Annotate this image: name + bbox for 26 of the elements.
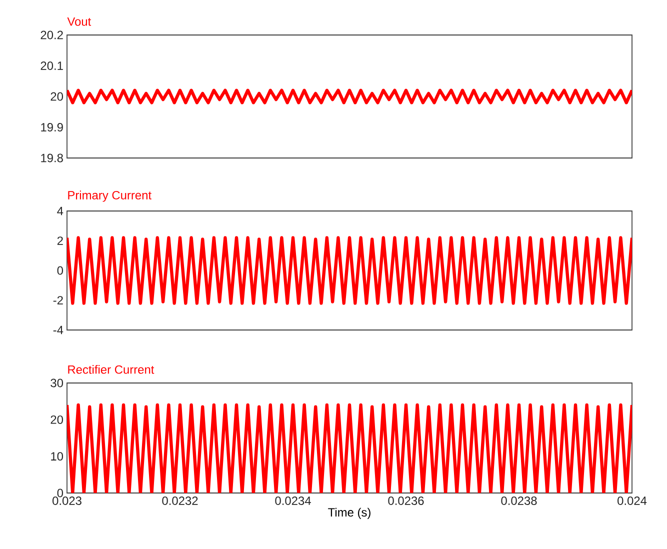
- y-tick-label: 19.8: [41, 154, 63, 162]
- y-tick-label: 20.2: [40, 30, 63, 40]
- x-tick-label: 0.0236: [388, 496, 424, 505]
- x-tick-label: 0.0234: [275, 496, 311, 505]
- line-series: [67, 236, 632, 305]
- y-tick-label: 0: [57, 488, 64, 498]
- y-tick-label: 2: [57, 236, 63, 245]
- y-tick-label: 30: [50, 378, 64, 388]
- x-axis-title: Time (s): [328, 508, 370, 519]
- y-tick-label: 0: [57, 266, 64, 275]
- y-tick-label: 20: [50, 92, 64, 101]
- y-tick-label: -2: [53, 296, 63, 304]
- y-tick-label: 20: [50, 415, 64, 424]
- text: Rectifier Current: [68, 365, 154, 374]
- x-tick-label: 0.0238: [501, 496, 537, 505]
- y-tick-label: 19.9: [41, 123, 63, 132]
- y-tick-label: 10: [51, 452, 64, 461]
- text: Primary Current: [68, 190, 152, 202]
- text: Vout: [67, 17, 92, 26]
- y-tick-label: -4: [53, 326, 64, 334]
- x-tick-label: 0.0232: [162, 496, 198, 505]
- y-tick-label: 4: [57, 206, 64, 216]
- x-tick-label: 0.023: [52, 496, 82, 505]
- x-tick-label: 0.024: [618, 496, 647, 505]
- y-tick-label: 20.1: [40, 62, 63, 70]
- line-series: [67, 88, 632, 104]
